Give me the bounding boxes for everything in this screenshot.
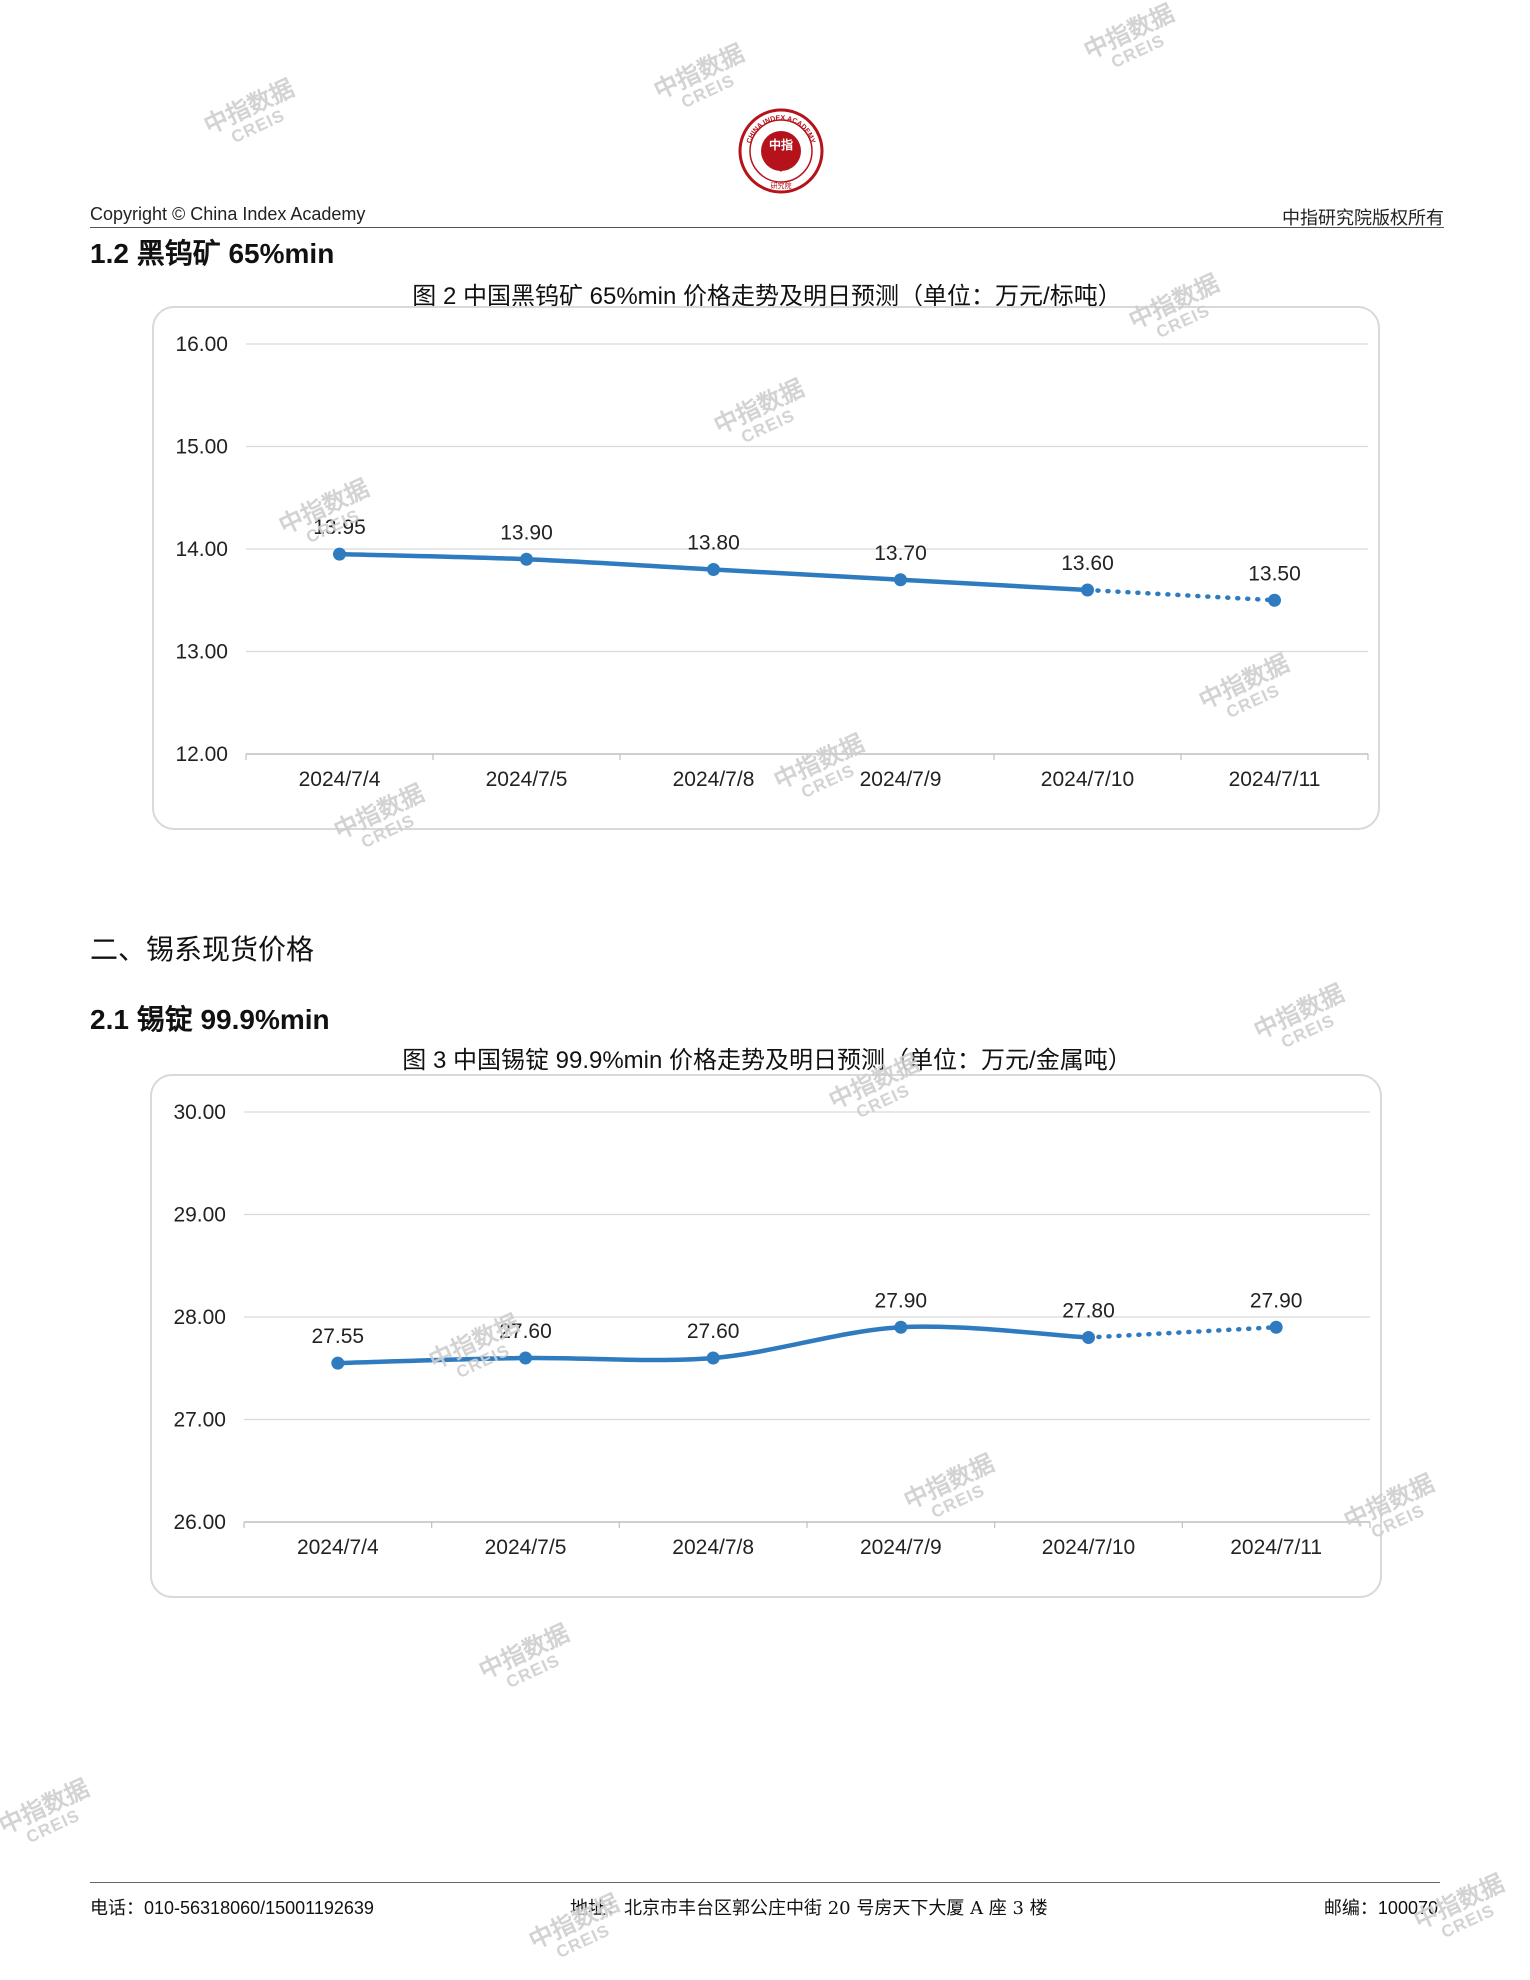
x-tick-label: 2024/7/8 bbox=[673, 768, 755, 791]
y-tick-label: 14.00 bbox=[175, 538, 228, 561]
x-tick-label: 2024/7/4 bbox=[299, 768, 381, 791]
section-heading-2: 二、锡系现货价格 bbox=[90, 934, 315, 965]
watermark: 中指数据 CREIS bbox=[1410, 1870, 1515, 1950]
data-label: 13.95 bbox=[313, 516, 366, 539]
rights-text: 中指研究院版权所有 bbox=[1282, 208, 1444, 229]
y-tick-label: 27.00 bbox=[173, 1409, 226, 1432]
section-heading-2-1: 2.1 锡锭 99.9%min bbox=[90, 1004, 330, 1035]
x-tick-label: 2024/7/11 bbox=[1229, 768, 1321, 791]
data-label: 27.60 bbox=[499, 1320, 552, 1343]
data-label: 13.50 bbox=[1248, 562, 1301, 585]
data-label: 27.90 bbox=[875, 1289, 928, 1312]
data-label: 27.60 bbox=[687, 1320, 740, 1343]
chart-2-svg: 26.00 27.00 28.00 29.00 30.00 2024/7/4 2024/7/… bbox=[173, 1101, 1371, 1559]
svg-text:研究院: 研究院 bbox=[771, 181, 792, 190]
data-point bbox=[520, 552, 533, 566]
data-label: 27.80 bbox=[1062, 1300, 1115, 1323]
x-tick-label: 2024/7/9 bbox=[860, 1536, 942, 1559]
x-tick-label: 2024/7/9 bbox=[860, 768, 942, 791]
watermark: 中指数据 CREIS bbox=[0, 1775, 100, 1855]
data-label: 13.90 bbox=[500, 521, 553, 544]
y-tick-label: 12.00 bbox=[175, 743, 228, 766]
x-tick-label: 2024/7/5 bbox=[486, 768, 568, 791]
data-label: 13.80 bbox=[687, 532, 740, 555]
watermark: 中指数据 CREIS bbox=[475, 1620, 580, 1700]
chart-title-2: 图 3 中国锡锭 99.9%min 价格走势及明日预测（单位：万元/金属吨） bbox=[402, 1047, 1132, 1074]
y-tick-label: 29.00 bbox=[173, 1204, 226, 1227]
x-tick-label: 2024/7/8 bbox=[672, 1536, 754, 1559]
data-point bbox=[519, 1351, 532, 1365]
data-point bbox=[706, 1351, 720, 1365]
footer-postcode: 邮编：100070 bbox=[1323, 1898, 1438, 1918]
copyright-text: Copyright © China Index Academy bbox=[90, 204, 366, 224]
y-tick-label: 26.00 bbox=[173, 1511, 226, 1534]
data-label: 13.70 bbox=[874, 542, 927, 565]
x-tick-label: 2024/7/5 bbox=[485, 1536, 567, 1559]
data-point bbox=[1269, 1320, 1283, 1334]
footer-address: 地址：北京市丰台区郭公庄中街 20 号房天下大厦 A 座 3 楼 bbox=[570, 1898, 1048, 1919]
y-tick-label: 13.00 bbox=[175, 641, 228, 664]
forecast-line bbox=[1085, 587, 1277, 603]
data-point bbox=[1082, 1331, 1095, 1344]
data-point bbox=[894, 1320, 908, 1334]
forecast-line bbox=[1086, 1325, 1279, 1340]
chart-1-svg: 12.00 13.00 14.00 15.00 16.00 2024/7/4 2024/7/… bbox=[175, 333, 1369, 791]
x-tick-label: 2024/7/4 bbox=[297, 1536, 379, 1559]
chart-2: 26.00 27.00 28.00 29.00 30.00 2024/7/4 2024/7/… bbox=[150, 1074, 1382, 1598]
data-point bbox=[1268, 593, 1281, 607]
footer-phone: 电话：010-56318060/15001192639 bbox=[90, 1898, 374, 1918]
svg-text:中指: 中指 bbox=[769, 137, 793, 152]
data-label: 13.60 bbox=[1061, 552, 1114, 575]
x-tick-label: 2024/7/10 bbox=[1042, 1536, 1135, 1559]
data-label: 27.55 bbox=[312, 1325, 365, 1348]
section-heading-1-2: 1.2 黑钨矿 65%min bbox=[90, 238, 335, 269]
y-tick-label: 30.00 bbox=[173, 1101, 226, 1124]
data-point bbox=[707, 563, 720, 576]
watermark: 中指数据 CREIS bbox=[1080, 0, 1185, 80]
watermark: 中指数据 CREIS bbox=[200, 75, 305, 155]
chart-title-1: 图 2 中国黑钨矿 65%min 价格走势及明日预测（单位：万元/标吨） bbox=[412, 283, 1122, 310]
data-point bbox=[894, 573, 907, 587]
y-tick-label: 16.00 bbox=[175, 333, 228, 356]
y-tick-label: 28.00 bbox=[173, 1306, 226, 1329]
data-point bbox=[333, 547, 346, 561]
x-tick-label: 2024/7/10 bbox=[1041, 768, 1134, 791]
footer-divider bbox=[90, 1882, 1440, 1883]
data-point bbox=[331, 1356, 345, 1370]
y-tick-label: 15.00 bbox=[175, 436, 228, 459]
data-label: 27.90 bbox=[1250, 1289, 1303, 1312]
chart-1: 12.00 13.00 14.00 15.00 16.00 2024/7/4 2024/7/… bbox=[152, 306, 1380, 830]
x-tick-label: 2024/7/11 bbox=[1230, 1536, 1322, 1559]
header-divider bbox=[90, 227, 1444, 228]
data-point bbox=[1081, 583, 1094, 597]
china-index-academy-logo: 中指 CHINA INDEX ACADEMY 研究院 bbox=[738, 108, 824, 194]
